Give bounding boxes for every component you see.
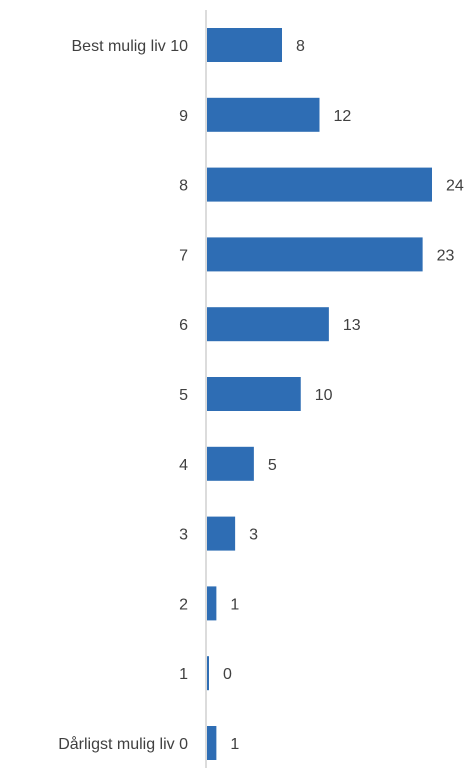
data-label: 3 [249,527,258,544]
category-tick-label: 1 [179,666,188,683]
data-label: 8 [296,38,305,55]
bar [207,97,320,132]
category-tick-label: 9 [179,108,188,125]
bars-group [207,28,432,760]
category-tick-label: 4 [179,457,188,474]
bar [207,237,423,272]
category-tick-label: Dårligst mulig liv 0 [58,735,188,753]
category-tick-label: 3 [179,527,188,544]
bar [207,586,217,621]
category-tick-label: Best mulig liv 10 [72,38,189,55]
data-label: 23 [437,247,455,264]
bar [207,167,432,202]
bar [207,516,236,551]
bar [207,307,329,342]
data-label: 5 [268,457,277,474]
data-label: 0 [223,666,232,683]
category-tick-label: 8 [179,178,188,195]
bar [207,28,282,62]
category-tick-label: 7 [179,247,188,264]
bar [207,446,254,481]
category-tick-label: 5 [179,387,188,404]
data-label: 10 [315,387,333,404]
category-tick-label: 6 [179,317,188,334]
bar [207,377,301,411]
bar [207,726,217,760]
data-label: 24 [446,178,464,195]
data-label: 12 [334,108,352,125]
data-label: 1 [230,596,239,613]
data-label: 1 [230,736,239,753]
category-tick-labels: Best mulig liv 10 9 8 7 6 5 4 3 2 1 Dårligst mulig… [58,38,188,753]
data-label: 13 [343,317,361,334]
bar [207,656,209,691]
category-tick-label: 2 [179,596,188,613]
